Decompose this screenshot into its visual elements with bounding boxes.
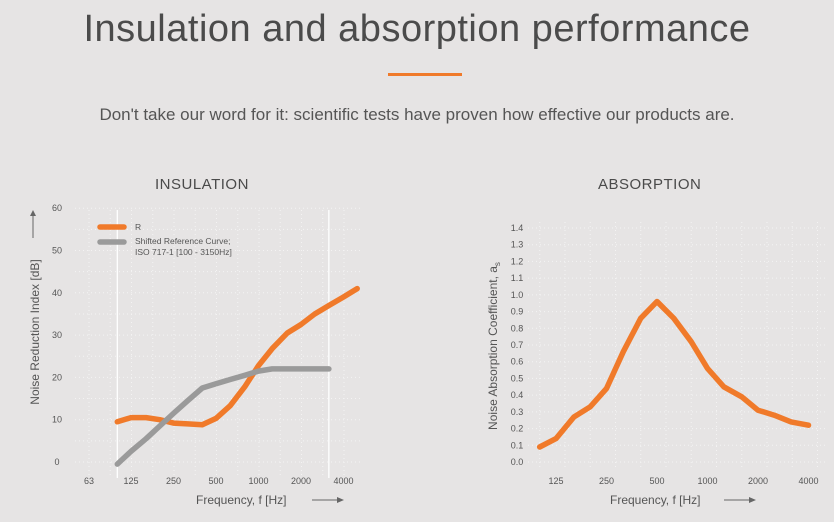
y-tick-label: 0.8 [511, 323, 524, 333]
page-title: Insulation and absorption performance [83, 8, 751, 50]
x-tick-label: 500 [649, 476, 664, 486]
legend-label-reference: ISO 717-1 [100 - 3150Hz] [135, 247, 232, 257]
x-axis-label: Frequency, f [Hz] [196, 493, 286, 507]
y-tick-label: 1.1 [511, 273, 524, 283]
legend-label-r: R [135, 222, 141, 232]
x-tick-label: 125 [123, 476, 138, 486]
y-tick-label: 30 [52, 330, 62, 340]
reference-curve-line [114, 366, 332, 467]
insulation-plot: 0 10 20 30 40 50 60 63 125 250 500 1000 2000 4000 R Shi… [28, 203, 360, 507]
x-tick-label: 250 [599, 476, 614, 486]
y-tick-label: 1.2 [511, 256, 524, 266]
insulation-chart-title: INSULATION [155, 176, 249, 193]
x-tick-label: 125 [548, 476, 563, 486]
y-tick-label: 0.3 [511, 407, 524, 417]
y-tick-label: 0.7 [511, 340, 524, 350]
x-tick-label: 250 [166, 476, 181, 486]
page-subtitle: Don't take our word for it: scientific t… [99, 105, 735, 124]
y-tick-label: 1.3 [511, 240, 524, 250]
y-tick-label: 0.6 [511, 357, 524, 367]
y-axis-label: Noise Reduction Index [dB] [28, 259, 42, 404]
r-series-line [114, 285, 360, 428]
y-tick-label: 40 [52, 288, 62, 298]
y-tick-label: 0.2 [511, 424, 524, 434]
absorption-grid [528, 222, 825, 470]
y-axis-label: Noise Absorption Coefficient, as [486, 262, 502, 430]
y-tick-label: 10 [52, 415, 62, 425]
x-axis-arrow-head [337, 497, 344, 503]
x-tick-label: 1000 [697, 476, 717, 486]
insulation-grid [75, 207, 362, 478]
y-tick-label: 0.4 [511, 390, 524, 400]
x-tick-label: 1000 [248, 476, 268, 486]
y-tick-label: 50 [52, 246, 62, 256]
x-tick-label: 63 [84, 476, 94, 486]
y-tick-label: 60 [52, 203, 62, 213]
y-tick-label: 1.0 [511, 290, 524, 300]
x-tick-label: 4000 [333, 476, 353, 486]
absorption-plot: 0.0 0.1 0.2 0.3 0.4 0.5 0.6 0.7 0.8 0.9 1.0 1.1 1.2 1… [486, 223, 819, 507]
y-tick-label: 0.9 [511, 307, 524, 317]
x-tick-label: 2000 [291, 476, 311, 486]
y-tick-label: 0.5 [511, 373, 524, 383]
legend-label-reference: Shifted Reference Curve; [135, 236, 230, 246]
y-tick-label: 0 [54, 457, 59, 467]
x-tick-label: 4000 [798, 476, 818, 486]
absorption-chart-title: ABSORPTION [598, 176, 702, 193]
y-axis-arrow-head [30, 210, 36, 216]
y-tick-label: 20 [52, 372, 62, 382]
y-tick-label: 0.0 [511, 457, 524, 467]
absorption-series-line [536, 298, 812, 450]
x-axis-label: Frequency, f [Hz] [610, 493, 700, 507]
y-tick-label: 0.1 [511, 440, 524, 450]
x-tick-label: 500 [208, 476, 223, 486]
title-underline [388, 73, 462, 76]
y-tick-label: 1.4 [511, 223, 524, 233]
x-tick-label: 2000 [748, 476, 768, 486]
x-axis-arrow-head [749, 497, 756, 503]
